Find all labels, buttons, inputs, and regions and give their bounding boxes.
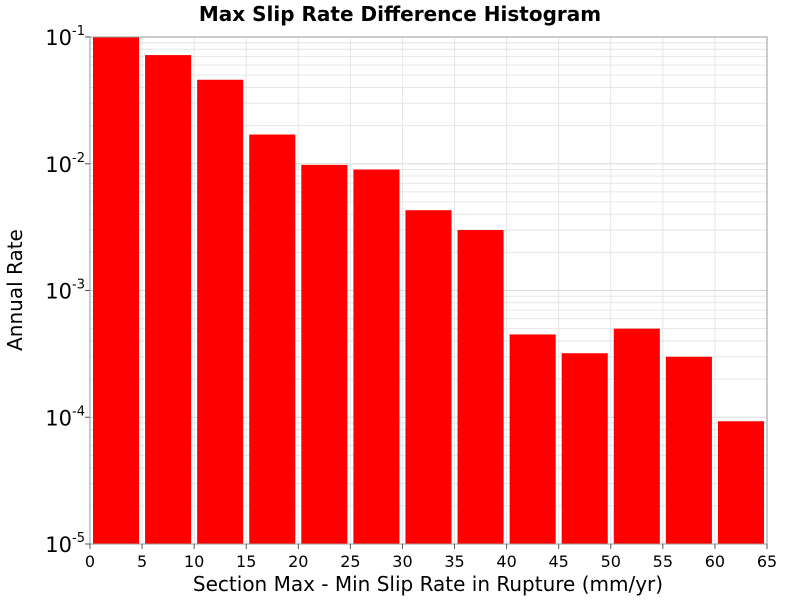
histogram-bar [613, 328, 660, 544]
x-tick-label: 55 [653, 552, 673, 571]
histogram-bar [197, 79, 244, 544]
y-axis-label: Annual Rate [3, 229, 27, 351]
histogram-bar [717, 421, 764, 544]
histogram-bar [145, 55, 192, 545]
y-tick-exponent: -5 [72, 531, 85, 546]
y-tick-label: 10-1 [45, 24, 85, 50]
y-tick-label: 10-3 [45, 278, 85, 304]
x-axis-ticks: 0 5 10 15 20 25 30 35 40 45 50 55 60 65 [85, 544, 777, 571]
y-tick-exponent: -2 [72, 151, 85, 166]
y-tick-base: 10 [45, 26, 72, 50]
x-tick-label: 5 [137, 552, 147, 571]
x-tick-label: 0 [85, 552, 95, 571]
y-tick-label: 10-2 [45, 151, 85, 177]
x-tick-label: 25 [340, 552, 360, 571]
y-tick-label: 10-4 [45, 404, 85, 430]
histogram-bar [93, 37, 140, 544]
x-tick-label: 30 [392, 552, 412, 571]
y-tick-base: 10 [45, 533, 72, 557]
histogram-bar [405, 210, 452, 544]
histogram-bar [457, 230, 504, 544]
y-tick-base: 10 [45, 153, 72, 177]
x-tick-label: 40 [496, 552, 516, 571]
x-tick-label: 60 [705, 552, 725, 571]
histogram-bar [249, 134, 296, 545]
y-tick-base: 10 [45, 280, 72, 304]
chart-title: Max Slip Rate Difference Histogram [199, 2, 601, 26]
x-axis-label: Section Max - Min Slip Rate in Rupture (… [193, 572, 663, 596]
histogram-bar [353, 169, 400, 545]
histogram-bar [665, 356, 712, 544]
x-tick-label: 45 [549, 552, 569, 571]
x-tick-label: 65 [757, 552, 777, 571]
x-tick-label: 15 [236, 552, 256, 571]
y-tick-base: 10 [45, 406, 72, 430]
y-tick-exponent: -1 [72, 24, 85, 39]
x-tick-label: 50 [601, 552, 621, 571]
histogram-bar [509, 334, 556, 544]
y-tick-exponent: -4 [72, 404, 85, 419]
x-tick-label: 10 [184, 552, 204, 571]
x-tick-label: 20 [288, 552, 308, 571]
bars [93, 37, 764, 545]
y-axis-ticks: 10-110-210-310-410-5 [45, 24, 90, 557]
y-tick-exponent: -3 [72, 278, 85, 293]
x-tick-label: 35 [444, 552, 464, 571]
histogram-bar [301, 164, 348, 544]
y-tick-label: 10-5 [45, 531, 85, 557]
histogram-bar [561, 353, 608, 544]
